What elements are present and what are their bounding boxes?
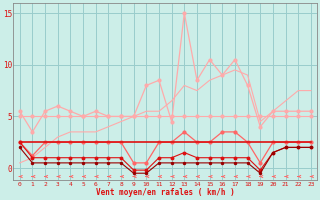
X-axis label: Vent moyen/en rafales ( km/h ): Vent moyen/en rafales ( km/h )	[96, 188, 235, 197]
